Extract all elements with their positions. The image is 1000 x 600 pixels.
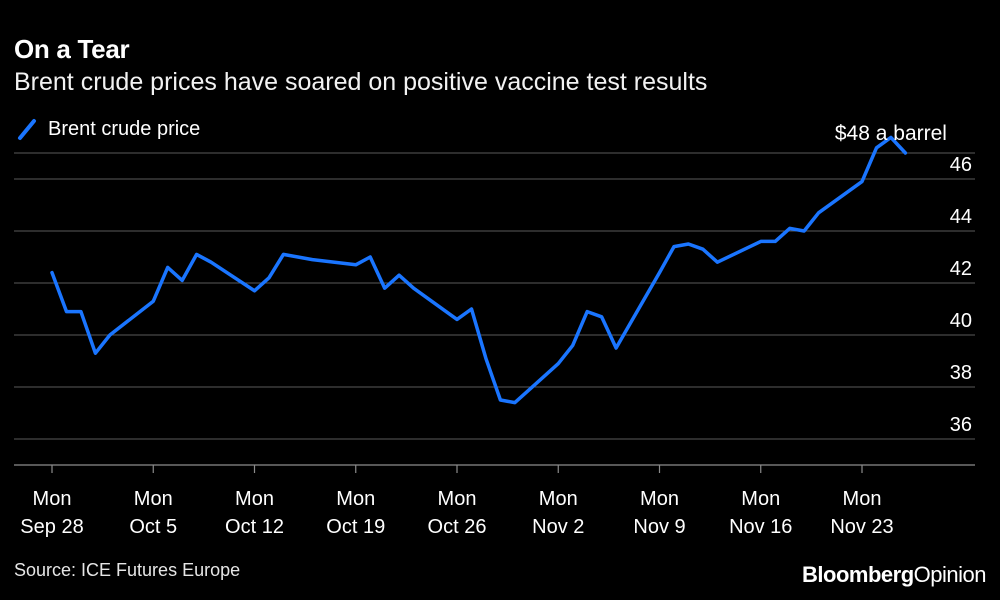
x-tick-label: Oct 26 [428,516,487,538]
x-tick-label: Mon [539,488,578,510]
y-axis: 36 38 40 42 44 46 [950,154,972,436]
x-tick-label: Mon [134,488,173,510]
chart-title: On a Tear [14,34,130,64]
x-tick-label: Nov 16 [729,516,792,538]
x-tick-label: Mon [438,488,477,510]
x-tick-label: Oct 5 [129,516,177,538]
annotation-label: $48 a barrel [835,122,947,145]
x-tick-label: Mon [235,488,274,510]
x-tick-label: Mon [741,488,780,510]
brand-light: Opinion [913,562,987,587]
brand-bold: Bloomberg [802,562,914,587]
x-tick-label: Nov 2 [532,516,584,538]
series-line [50,135,908,405]
y-tick-label: 46 [950,154,972,176]
y-tick-label: 42 [950,258,972,280]
legend-line-swatch [18,119,36,140]
source-note: Source: ICE Futures Europe [14,560,241,580]
y-tick-label: 38 [950,362,972,384]
legend-label: Brent crude price [48,117,201,140]
chart-subtitle: Brent crude prices have soared on positi… [14,68,708,96]
x-tick-label: Oct 12 [225,516,284,538]
x-tick-label: Oct 19 [326,516,385,538]
x-axis: Mon Sep 28 Mon Oct 5 Mon Oct 12 Mon Oct 19 Mon Oc… [14,464,975,538]
annotations: $48 a barrel [835,122,947,145]
x-tick-label: Mon [640,488,679,510]
x-tick-label: Nov 23 [830,516,893,538]
y-tick-label: 40 [950,310,972,332]
y-tick-label: 44 [950,206,972,228]
x-tick-label: Sep 28 [20,516,83,538]
x-tick-label: Mon [336,488,375,510]
series-layer [50,135,908,405]
x-tick-label: Nov 9 [633,516,685,538]
x-tick-label: Mon [843,488,882,510]
legend: Brent crude price [14,116,200,142]
gridlines [14,152,975,440]
brand-logo: BloombergOpinion [802,562,986,588]
y-tick-label: 36 [950,414,972,436]
x-tick-label: Mon [33,488,72,510]
